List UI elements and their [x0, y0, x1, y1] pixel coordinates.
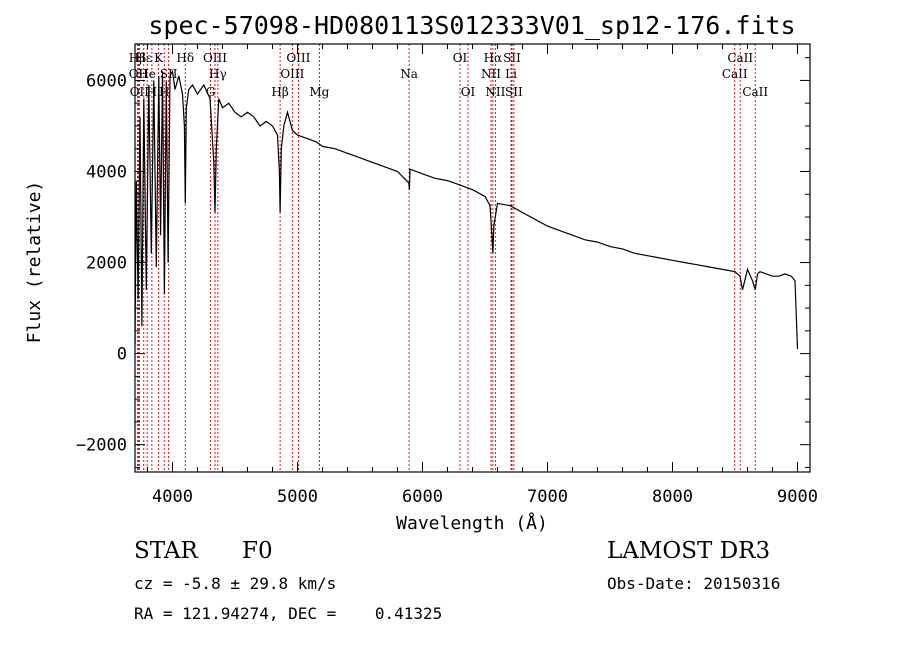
- y-tick-label: 6000: [86, 71, 127, 91]
- coordinates-text: RA = 121.94274, DEC = 0.41325: [134, 604, 443, 623]
- spectral-line-label: Hγ: [209, 67, 227, 81]
- spectral-line-label: OI: [461, 85, 476, 99]
- class-label: STAR: [134, 538, 198, 564]
- plot-frame: [134, 43, 811, 473]
- spectral-line-label: CaII: [742, 85, 768, 99]
- spectral-line-label: OI: [453, 51, 468, 65]
- y-tick-label: 0: [117, 345, 127, 365]
- survey-label: LAMOST DR3: [607, 538, 771, 564]
- spectral-line-label: SII: [505, 85, 523, 99]
- x-tick-label: 8000: [652, 487, 693, 507]
- subclass-label: F0: [242, 538, 273, 564]
- spectrum-chart: spec-57098-HD080113S012333V01_sp12-176.f…: [24, 11, 818, 534]
- x-tick-label: 4000: [152, 487, 193, 507]
- spectral-line-label: CaII: [727, 51, 753, 65]
- obs-date-text: Obs-Date: 20150316: [607, 574, 781, 593]
- y-tick-label: −2000: [76, 436, 127, 456]
- x-tick-label: 5000: [277, 487, 318, 507]
- spectral-line-markers: HβOIIOIIHεHeHKHSIIHδGOIIIHγHβOIIIOIIIMgN…: [129, 44, 768, 472]
- x-tick-label: 9000: [777, 487, 818, 507]
- spectral-line-label: G: [206, 85, 216, 99]
- spectral-line-label: Mg: [309, 85, 329, 99]
- chart-title: spec-57098-HD080113S012333V01_sp12-176.f…: [148, 11, 795, 40]
- spectral-line-label: Hβ: [271, 85, 288, 99]
- x-tick-label: 7000: [527, 487, 568, 507]
- x-axis-label: Wavelength (Å): [396, 512, 548, 534]
- spectral-line-label: Hε: [135, 51, 152, 65]
- spectral-line-label: Na: [400, 67, 418, 81]
- spectral-line-label: H: [159, 85, 169, 99]
- spectral-line-label: Hδ: [176, 51, 194, 65]
- x-tick-label: 6000: [402, 487, 443, 507]
- spectral-line-label: Li: [505, 67, 517, 81]
- spectral-line-label: OIII: [286, 51, 310, 65]
- y-tick-label: 2000: [86, 254, 127, 274]
- spectral-line-label: H: [147, 85, 157, 99]
- spectral-line-label: CaII: [722, 67, 748, 81]
- y-tick-label: 4000: [86, 162, 127, 182]
- spectral-line-label: He: [138, 67, 156, 81]
- spectrum-series-line: [134, 69, 799, 350]
- spectral-line-label: OIII: [203, 51, 227, 65]
- spectral-line-label: SII: [503, 51, 521, 65]
- spectral-line-label: NII: [481, 67, 501, 81]
- spectral-line-label: K: [154, 51, 164, 65]
- spectral-line-label: OIII: [280, 67, 304, 81]
- y-axis-label: Flux (relative): [24, 181, 45, 344]
- axis-ticks: 4000 5000 6000 7000 8000 9000 −2000 0 2000 4000 60…: [76, 44, 818, 507]
- spectral-line-label: NII: [485, 85, 505, 99]
- redshift-text: cz = -5.8 ± 29.8 km/s: [134, 574, 337, 593]
- spectral-line-label: Hα: [484, 51, 503, 65]
